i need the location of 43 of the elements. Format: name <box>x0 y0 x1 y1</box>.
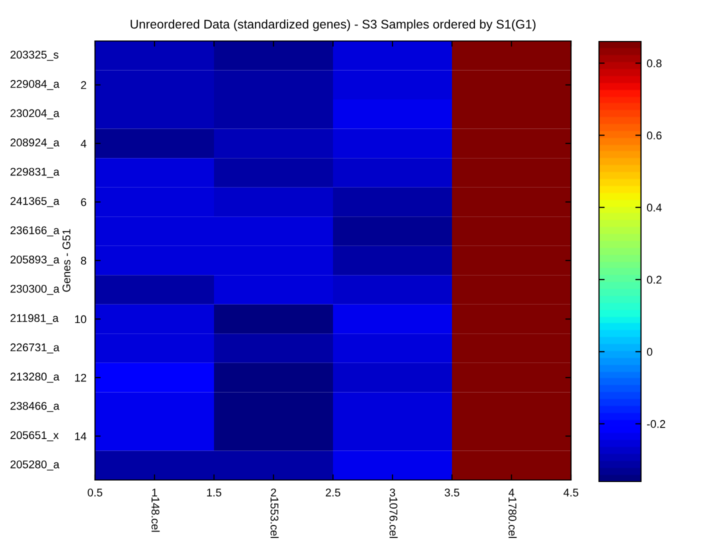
y2-tick-label: 14 <box>75 432 86 440</box>
y-tick-label: 229084_a <box>10 80 60 90</box>
y2-tick-label: 10 <box>75 315 86 324</box>
y2-tick-label: 12 <box>75 374 86 382</box>
x-tick-label: 4 <box>508 488 514 496</box>
text: 1553.cel <box>270 498 279 538</box>
color-bar-label: 0.6 <box>646 132 662 140</box>
y-tick-label: 205651_x <box>10 431 59 442</box>
y-tick-label: 236166_a <box>10 226 60 236</box>
y-tick-label: 241365_a <box>10 197 60 208</box>
y2-tick-label: 8 <box>80 256 86 265</box>
color-bar-label: 0 <box>646 348 652 356</box>
x-tick-label: 3 <box>390 488 396 496</box>
color-bar-label: -0.2 <box>647 420 666 428</box>
x-tick-label: 2.5 <box>326 488 340 496</box>
text: 148.cel <box>152 498 160 532</box>
y2-tick-label: 6 <box>81 198 86 206</box>
y-tick-label: 213280_a <box>10 372 60 383</box>
y-tick-label: 238466_a <box>10 402 60 412</box>
y-tick-label: 226731_a <box>10 343 60 354</box>
x-tick-label: 1 <box>152 488 158 496</box>
x-tick-label: 1.5 <box>207 488 222 496</box>
y-tick-label: 229831_a <box>10 168 60 178</box>
y-axis-title: Genes - G51 <box>62 229 70 292</box>
x-tick-label: 0.5 <box>88 488 102 496</box>
chart-title: Unreordered Data (standardized genes) - S3 Samples ordered by S1(G1) <box>130 19 536 32</box>
color-bar-label: 0.2 <box>646 276 662 284</box>
y-tick-label: 230204_a <box>10 109 60 120</box>
y-tick-label: 205280_a <box>10 460 60 470</box>
y2-tick-label: 2 <box>81 81 86 89</box>
y-tick-label: 230300_a <box>10 284 60 295</box>
y-tick-label: 205893_a <box>10 256 60 266</box>
y2-tick-label: 4 <box>80 140 86 148</box>
text: 1780.cel <box>508 498 517 538</box>
x-tick-label: 4.5 <box>564 488 578 496</box>
text: 1076.cel <box>390 498 398 538</box>
y-tick-label: 211981_a <box>10 314 59 324</box>
x-tick-label: 2 <box>270 488 276 496</box>
y-tick-label: 203325_s <box>10 50 58 61</box>
x-tick-label: 3.5 <box>444 488 460 496</box>
color-bar-label: 0.4 <box>646 204 662 212</box>
y-tick-label: 208924_a <box>10 138 60 149</box>
color-bar-label: 0.8 <box>646 59 662 68</box>
